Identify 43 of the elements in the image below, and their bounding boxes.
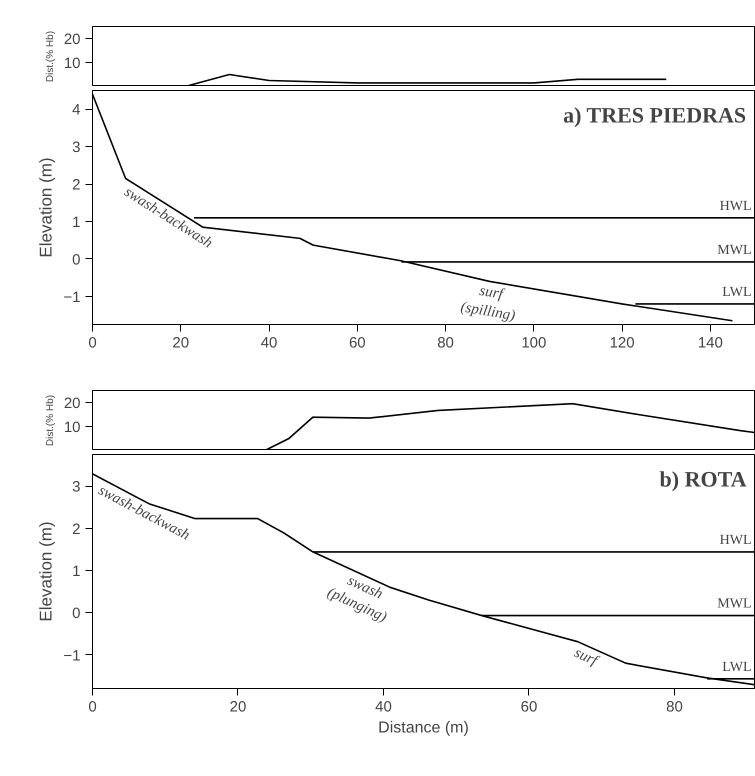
text: a) TRES PIEDRAS (563, 102, 746, 128)
y-tick-label: 2 (72, 176, 80, 194)
x-tick-label: 40 (260, 334, 278, 352)
y-tick-label: 4 (72, 102, 80, 119)
y-tick-label: 20 (64, 31, 81, 48)
y-tick-label: 3 (72, 478, 80, 496)
series-label: HWL (720, 532, 752, 548)
y-axis-title: Dist.(% Hb) (44, 394, 56, 446)
x-tick-label: 80 (666, 698, 683, 716)
y-tick-label: −1 (63, 288, 81, 306)
x-axis-title: Distance (m) (378, 720, 469, 736)
y-tick-label: 1 (72, 562, 80, 580)
series-label: MWL (717, 242, 752, 258)
x-tick-label: 120 (610, 334, 635, 352)
text: b) ROTA (660, 466, 747, 492)
series-label: LWL (722, 660, 752, 675)
x-tick-label: 0 (88, 698, 97, 716)
y-tick-label: −1 (63, 647, 81, 664)
x-tick-label: 140 (698, 334, 723, 352)
annotation: surf (spilling) (459, 282, 516, 324)
y-axis-title: Elevation (m) (36, 157, 56, 258)
x-tick-label: 40 (375, 698, 392, 716)
y-tick-label: 0 (72, 605, 80, 622)
x-tick-label: 60 (348, 334, 366, 352)
y-tick-label: 1 (72, 214, 80, 232)
y-tick-label: 10 (64, 55, 81, 72)
annotation: surf (572, 644, 602, 670)
y-axis-title: Dist.(% Hb) (44, 30, 56, 82)
y-tick-label: 2 (72, 520, 80, 538)
series-label: LWL (722, 284, 752, 300)
y-tick-label: 3 (72, 139, 80, 156)
series-label: MWL (717, 596, 752, 612)
series-label: HWL (720, 198, 752, 214)
x-tick-label: 100 (521, 334, 546, 352)
y-axis-title: Elevation (m) (36, 521, 56, 622)
x-tick-label: 20 (230, 698, 246, 716)
y-tick-label: 0 (72, 251, 80, 268)
x-tick-label: 80 (437, 334, 454, 352)
x-tick-label: 20 (172, 334, 190, 352)
x-tick-label: 60 (520, 698, 538, 716)
x-tick-label: 0 (88, 334, 97, 352)
y-tick-label: 10 (64, 419, 81, 436)
y-tick-label: 20 (64, 395, 81, 412)
